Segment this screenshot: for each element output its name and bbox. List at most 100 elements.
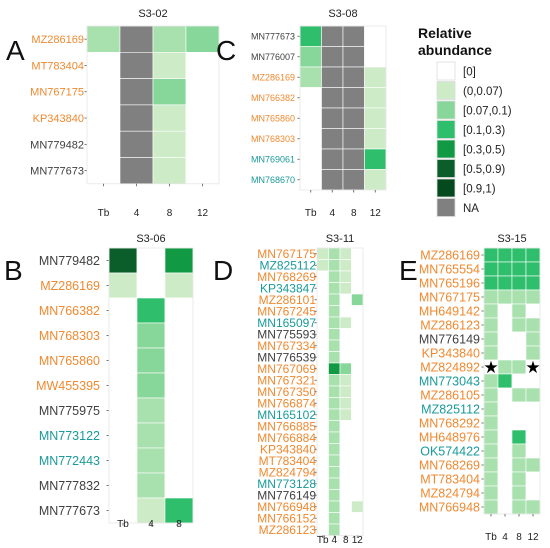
row-label: MN765860 — [251, 113, 295, 123]
heatmap-cell — [351, 397, 364, 410]
heatmap-cell — [328, 374, 341, 387]
heatmap-cell — [328, 259, 341, 272]
row-label: MZ824892 — [420, 361, 480, 375]
heatmap-cell — [483, 471, 499, 487]
heatmap-cell — [525, 401, 541, 417]
heatmap-cell — [164, 372, 194, 399]
heatmap-cell — [316, 247, 329, 260]
heatmap-cell — [483, 331, 499, 347]
heatmap-cell — [351, 282, 364, 295]
heatmap-cell — [351, 512, 364, 525]
legend-label: [0] — [463, 67, 476, 79]
heatmap-cell — [108, 397, 138, 424]
row-label: MN767069 — [257, 362, 316, 376]
column-label: Tb — [98, 208, 110, 219]
heatmap-cell — [299, 128, 322, 150]
heatmap-cell — [108, 372, 138, 399]
heatmap-cell — [342, 107, 365, 129]
heatmap-cell — [328, 385, 341, 398]
legend-label: [0.3,0.5) — [463, 145, 505, 157]
row-label: MZ286123 — [259, 523, 317, 537]
panel-b: B S3-06 MN779482 MZ286169 MN766382 MN768303 MN… — [4, 233, 194, 530]
heatmap-cell — [316, 489, 329, 502]
heatmap-cell — [525, 331, 541, 347]
heatmap-cell — [299, 148, 322, 170]
heatmap-cell — [321, 148, 344, 170]
heatmap-cell — [483, 457, 499, 473]
heatmap-cell — [86, 51, 121, 79]
heatmap-cell — [164, 247, 194, 274]
heatmap-cell — [321, 87, 344, 109]
heatmap-cell — [299, 107, 322, 129]
heatmap-cell — [136, 322, 166, 349]
row-label: MN777832 — [39, 479, 100, 493]
heatmap-cell — [497, 443, 513, 459]
heatmap-cell — [525, 429, 541, 445]
row-label: MN767334 — [257, 339, 316, 353]
legend-swatch — [436, 61, 456, 81]
heatmap-cell — [339, 385, 352, 398]
heatmap-cell — [364, 148, 387, 170]
heatmap-cell — [351, 523, 364, 536]
heatmap-cell — [108, 447, 138, 474]
heatmap-cell — [299, 66, 322, 88]
heatmap-cell — [497, 247, 513, 263]
row-label: KP343840 — [260, 443, 316, 457]
row-label: MN768670 — [251, 175, 295, 185]
heatmap-cell — [136, 397, 166, 424]
heatmap-cell — [483, 289, 499, 305]
row-label: KP343840 — [422, 347, 480, 361]
row-label: MN773128 — [257, 477, 316, 491]
heatmap-cell — [364, 128, 387, 150]
heatmap-cell — [328, 293, 341, 306]
heatmap-cell — [108, 247, 138, 274]
heatmap-cell — [339, 282, 352, 295]
heatmap-cell — [364, 169, 387, 191]
row-label: MT783404 — [420, 473, 480, 487]
heatmap-cell — [511, 373, 527, 389]
heatmap-cell — [299, 25, 322, 47]
column-label: 4 — [331, 535, 337, 546]
heatmap-cell — [328, 408, 341, 421]
heatmap-cell — [511, 499, 527, 515]
heatmap-cell — [119, 157, 154, 185]
heatmap-cell — [164, 422, 194, 449]
column-label: 4 — [134, 208, 140, 219]
heatmap-cell — [299, 46, 322, 68]
row-label: MN767175 — [257, 247, 316, 261]
heatmap-cell — [483, 499, 499, 515]
heatmap-cell — [339, 431, 352, 444]
legend-label: (0,0.07) — [463, 86, 503, 98]
row-label: MN767175 — [419, 291, 480, 305]
heatmap-cell — [525, 387, 541, 403]
heatmap-cell — [152, 25, 187, 53]
heatmap-cell — [497, 359, 513, 375]
row-label: MN779482 — [30, 139, 84, 151]
heatmap-cell — [328, 489, 341, 502]
heatmap-cell — [316, 477, 329, 490]
row-label: MN767245 — [257, 305, 316, 319]
heatmap-cell — [152, 130, 187, 158]
row-label: MH648976 — [419, 431, 480, 445]
heatmap-cell — [339, 397, 352, 410]
heatmap-cell — [328, 431, 341, 444]
legend-swatch — [436, 159, 456, 178]
column-label: 12 — [527, 532, 539, 543]
heatmap-cell — [511, 317, 527, 333]
heatmap-cell — [525, 485, 541, 501]
heatmap-cell — [321, 107, 344, 129]
column-label: 12 — [197, 208, 209, 219]
heatmap-cell — [136, 372, 166, 399]
heatmap-cell — [136, 497, 166, 524]
column-label: 4 — [329, 208, 335, 219]
row-label: MH649142 — [419, 305, 480, 319]
heatmap-cell — [339, 420, 352, 433]
heatmap-cell — [316, 443, 329, 456]
panel-title: S3-11 — [326, 233, 355, 245]
heatmap-cell — [328, 351, 341, 364]
column-label: Tb — [317, 535, 329, 546]
heatmap-cell — [328, 477, 341, 490]
legend-swatch — [436, 100, 456, 120]
heatmap-panels: AS3-02MZ286169MT783404MN767175KP343840MN… — [4, 8, 541, 546]
